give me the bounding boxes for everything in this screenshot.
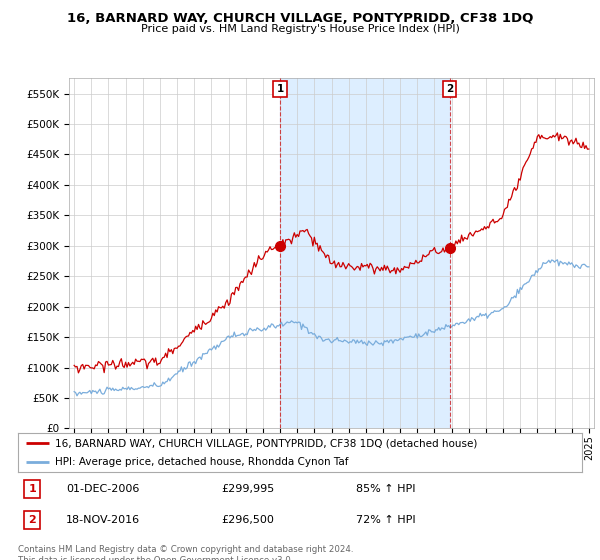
Text: 16, BARNARD WAY, CHURCH VILLAGE, PONTYPRIDD, CF38 1DQ: 16, BARNARD WAY, CHURCH VILLAGE, PONTYPR…: [67, 12, 533, 25]
Text: £296,500: £296,500: [221, 515, 274, 525]
Text: £299,995: £299,995: [221, 484, 274, 494]
Text: Price paid vs. HM Land Registry's House Price Index (HPI): Price paid vs. HM Land Registry's House …: [140, 24, 460, 34]
Text: 16, BARNARD WAY, CHURCH VILLAGE, PONTYPRIDD, CF38 1DQ (detached house): 16, BARNARD WAY, CHURCH VILLAGE, PONTYPR…: [55, 438, 477, 449]
Text: 2: 2: [28, 515, 36, 525]
Text: 1: 1: [277, 83, 284, 94]
Text: HPI: Average price, detached house, Rhondda Cynon Taf: HPI: Average price, detached house, Rhon…: [55, 456, 348, 466]
Text: 2: 2: [446, 83, 453, 94]
Bar: [280, 78, 449, 428]
Text: 72% ↑ HPI: 72% ↑ HPI: [356, 515, 416, 525]
Text: 18-NOV-2016: 18-NOV-2016: [66, 515, 140, 525]
Text: 01-DEC-2006: 01-DEC-2006: [66, 484, 139, 494]
Text: Contains HM Land Registry data © Crown copyright and database right 2024.
This d: Contains HM Land Registry data © Crown c…: [18, 545, 353, 560]
Text: 85% ↑ HPI: 85% ↑ HPI: [356, 484, 416, 494]
Text: 1: 1: [28, 484, 36, 494]
